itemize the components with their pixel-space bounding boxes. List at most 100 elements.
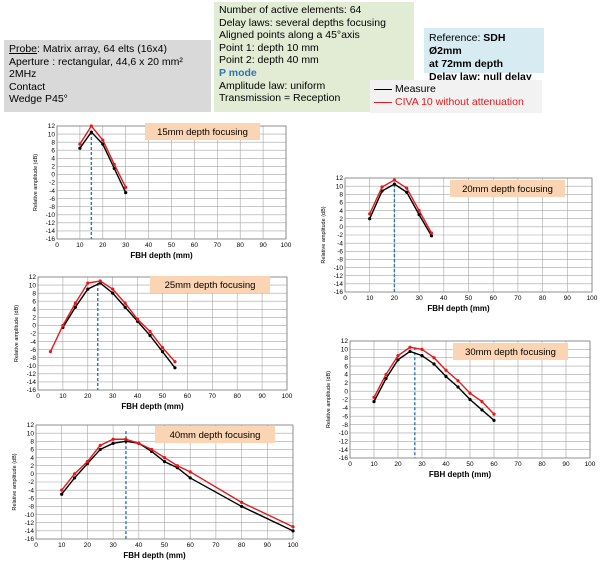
measure-point [188,476,192,480]
civa-point [420,347,424,351]
x-tick-label: 30 [418,461,426,468]
y-tick-label: -4 [342,405,348,412]
x-axis-label: FBH depth (mm) [121,402,184,411]
x-tick-label: 20 [84,542,92,549]
measure-point [73,305,77,309]
civa-point [73,301,77,305]
y-tick-label: 0 [32,323,36,330]
series-measure-line [373,350,495,421]
chart-title: 15mm depth focusing [157,127,248,138]
chart-title: 25mm depth focusing [165,280,256,291]
y-tick-label: -14 [46,228,56,235]
legend-civa-swatch [374,102,392,103]
measure-point [240,504,244,509]
chart-title-box [155,426,275,443]
civa-point [417,208,421,213]
measure-point [291,529,295,533]
x-tick-label: 30 [109,393,117,400]
civa-point [384,372,388,377]
param-mode: P mode [219,66,257,79]
reference-box: Reference: SDH Ø2mm at 72mm depth Delay … [424,28,544,96]
y-tick-label: 10 [336,183,344,190]
y-axis-label: Relative amplitude (dB) [14,305,20,362]
civa-point [188,470,192,474]
x-tick-label: 100 [282,393,293,400]
civa-point [61,323,65,328]
x-tick-label: 70 [514,461,522,468]
series-civa-line [369,179,433,234]
y-tick-label: 0 [339,224,343,231]
civa-point [124,437,128,441]
measure-point [162,460,167,464]
chart-title: 30mm depth focusing [465,347,556,358]
y-axis-label: Relative amplitude (dB) [33,154,39,211]
x-tick-label: 100 [288,542,299,549]
civa-point [408,345,412,349]
measure-point [111,291,115,295]
y-tick-label: 8 [344,355,348,362]
y-tick-label: -8 [30,355,36,362]
param-delay-laws: Delay laws: several depths focusing [219,16,386,29]
y-tick-label: -10 [25,512,35,519]
measure-point [111,441,115,445]
plot-frame [35,424,294,540]
series-measure-line [62,282,176,369]
y-tick-label: 2 [32,315,36,322]
probe-frequency: 2MHz [9,68,37,80]
measure-point [112,166,116,170]
x-tick-label: 100 [585,461,596,468]
y-tick-label: 0 [51,172,55,179]
measure-point [173,366,177,370]
plot-frame [344,177,593,293]
chart-30mm: 0 10 20 30 40 50 60 70 80 90 100121086420-2-4-6-8-… [326,338,596,479]
civa-point [173,360,177,364]
civa-point [137,441,141,445]
reference-line-1: Reference: SDH Ø2mm [429,32,539,58]
x-tick-label: 10 [370,461,378,468]
x-tick-label: 50 [168,242,176,249]
measure-point [417,213,421,217]
measure-point [480,408,484,412]
x-tick-label: 90 [258,393,266,400]
x-tick-label: 70 [514,295,522,302]
probe-info-box: Probe: Matrix array, 64 elts (16x4) Aper… [4,40,211,112]
civa-point [372,395,376,400]
y-tick-label: 6 [344,363,348,370]
civa-point [136,317,140,321]
x-tick-label: 30 [109,542,117,549]
x-tick-label: 60 [187,542,195,549]
civa-point [160,346,165,350]
legend-measure: Measure [374,83,538,96]
x-tick-label: 60 [490,461,498,468]
measure-point [408,349,412,354]
reference-line-2: at 72mm depth [429,58,539,71]
chart-15mm: 0 10 20 30 40 50 60 70 80 90 100121086420-2-4-6-8-… [33,123,292,260]
y-tick-label: -4 [337,240,343,247]
measure-point [456,385,460,389]
civa-point [111,437,115,441]
y-tick-label: -2 [30,331,36,338]
measure-point [372,399,376,404]
x-tick-label: 30 [122,242,130,249]
y-axis-label: Relative amplitude (dB) [326,371,332,428]
x-tick-label: 0 [34,542,38,549]
y-tick-label: 4 [51,155,55,162]
y-tick-label: -6 [342,413,348,420]
y-tick-label: -16 [334,289,344,296]
y-tick-label: 4 [32,306,36,313]
param-point-1: Point 1: depth 10 mm [219,41,319,54]
legend-measure-label: Measure [395,83,436,95]
chart-title-box [453,343,568,360]
reference-depth: at 72mm depth [429,58,504,70]
x-tick-label: 70 [214,242,222,249]
x-tick-label: 50 [466,461,474,468]
y-tick-label: 4 [30,455,34,462]
x-tick-label: 0 [36,393,40,400]
x-tick-label: 90 [264,542,272,549]
civa-point [123,301,127,305]
legend-civa: CIVA 10 without attenuation [374,96,538,109]
civa-point [392,178,396,182]
y-tick-label: 10 [48,131,56,138]
y-tick-label: -14 [27,379,37,386]
param-active-elements: Number of active elements: 64 [219,4,362,16]
